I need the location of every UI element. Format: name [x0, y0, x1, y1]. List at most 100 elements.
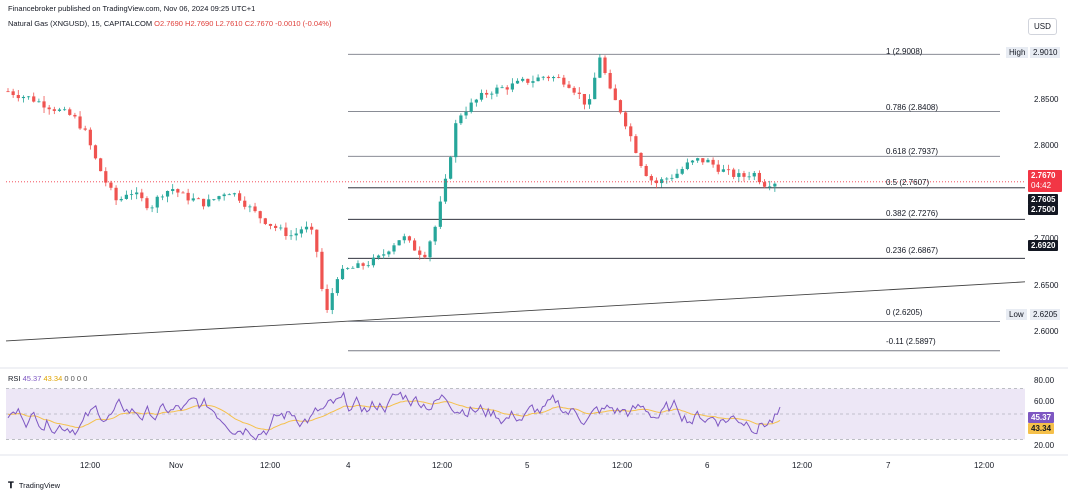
- candle-body: [263, 218, 267, 224]
- candle-body: [608, 72, 612, 89]
- price-tick: 2.7000: [1034, 234, 1059, 243]
- candle-body: [438, 201, 442, 227]
- candle-body: [191, 198, 195, 201]
- time-tick: Nov: [169, 461, 184, 470]
- candle-body: [536, 77, 540, 82]
- time-tick: 12:00: [974, 461, 995, 470]
- candle-body: [449, 157, 453, 179]
- candle-body: [464, 111, 468, 116]
- time-tick: 12:00: [612, 461, 633, 470]
- candle-body: [37, 101, 41, 103]
- fibonacci-layer: [348, 53, 1025, 352]
- candle-body: [119, 198, 123, 201]
- candle-body: [135, 192, 139, 195]
- fib-label-m011: -0.11 (2.5897): [886, 337, 936, 346]
- candle-body: [654, 180, 659, 184]
- candle-body: [479, 92, 484, 100]
- candle-body: [624, 112, 628, 127]
- candle-body: [325, 288, 329, 310]
- candle-body: [505, 87, 509, 90]
- time-tick: 5: [525, 461, 530, 470]
- candle-body: [582, 93, 587, 105]
- candle-body: [665, 178, 669, 180]
- candle-body: [521, 78, 525, 81]
- candle-body: [644, 165, 648, 177]
- candle-body: [376, 255, 381, 258]
- candle-body: [6, 91, 10, 93]
- candle-body: [670, 177, 674, 179]
- candle-body: [63, 109, 67, 111]
- candle-body: [551, 77, 556, 79]
- candle-body: [485, 92, 489, 95]
- candle-body: [155, 196, 159, 208]
- candle-body: [274, 225, 278, 229]
- price-tag: 2.7500: [1028, 204, 1059, 215]
- time-tick: 12:00: [260, 461, 281, 470]
- candle-body: [16, 95, 20, 99]
- candle-body: [196, 198, 201, 200]
- rsi-tick: 20.00: [1034, 441, 1055, 450]
- tv-logo-icon: 𝐓: [8, 480, 19, 490]
- candle-body: [387, 251, 391, 255]
- current-price-tag: 2.7670 04:42: [1028, 170, 1062, 192]
- candle-body: [515, 80, 520, 84]
- tv-logo-text: TradingView: [18, 481, 61, 490]
- candle-body: [587, 99, 592, 105]
- candle-body: [531, 81, 535, 83]
- candle-body: [207, 199, 211, 207]
- fib-label-0236: 0.236 (2.6867): [886, 246, 939, 255]
- fib-label-05: 0.5 (2.7607): [886, 178, 930, 187]
- candle-body: [757, 172, 762, 183]
- candle-body: [68, 109, 72, 115]
- symbol-legend: Natural Gas (XNGUSD), 15, CAPITALCOM O2.…: [8, 19, 331, 28]
- currency-button[interactable]: USD: [1028, 18, 1057, 35]
- candle-body: [510, 83, 514, 90]
- candle-body: [165, 190, 170, 197]
- candle-body: [706, 159, 710, 163]
- candle-body: [284, 227, 288, 237]
- trendline-layer: [5, 281, 1026, 342]
- candle-body: [320, 251, 324, 289]
- candle-body: [212, 199, 216, 201]
- candle-body: [598, 57, 602, 78]
- time-tick: 6: [705, 461, 710, 470]
- time-tick: 12:00: [792, 461, 813, 470]
- candle-body: [258, 211, 262, 219]
- candle-body: [660, 179, 664, 184]
- candle-body: [340, 268, 345, 280]
- time-tick: 12:00: [80, 461, 101, 470]
- candle-body: [474, 99, 478, 103]
- rsi-ma-line: [8, 400, 781, 431]
- candle-body: [402, 236, 406, 241]
- candle-body: [716, 164, 720, 172]
- candle-body: [721, 169, 725, 172]
- price-tag: 2.7605: [1028, 194, 1059, 205]
- candle-body: [57, 109, 62, 111]
- candle-body: [93, 145, 98, 159]
- candle-body: [304, 226, 309, 230]
- candle-body: [577, 92, 581, 94]
- candle-body: [150, 207, 154, 209]
- candle-body: [726, 169, 731, 171]
- candle-body: [299, 229, 303, 234]
- tradingview-logo[interactable]: 𝐓 TradingView: [8, 480, 60, 491]
- candle-body: [104, 171, 108, 183]
- low-value: 2.6205: [1030, 309, 1061, 320]
- candle-body: [773, 183, 777, 187]
- candle-body: [171, 189, 175, 191]
- candle-body: [361, 263, 365, 266]
- high-label: High: [1006, 47, 1029, 58]
- candle-body: [351, 267, 355, 269]
- low-label: Low: [1006, 309, 1027, 320]
- candle-body: [742, 173, 746, 177]
- candle-body: [490, 93, 494, 95]
- rsi-layer: [6, 388, 1025, 441]
- candle-body: [315, 229, 319, 252]
- symbol-name: Natural Gas (XNGUSD), 15, CAPITALCOM: [8, 19, 153, 28]
- candles-layer: [6, 54, 777, 315]
- candle-body: [685, 162, 689, 170]
- candle-body: [418, 250, 422, 255]
- candle-body: [222, 194, 226, 197]
- candle-body: [603, 57, 607, 73]
